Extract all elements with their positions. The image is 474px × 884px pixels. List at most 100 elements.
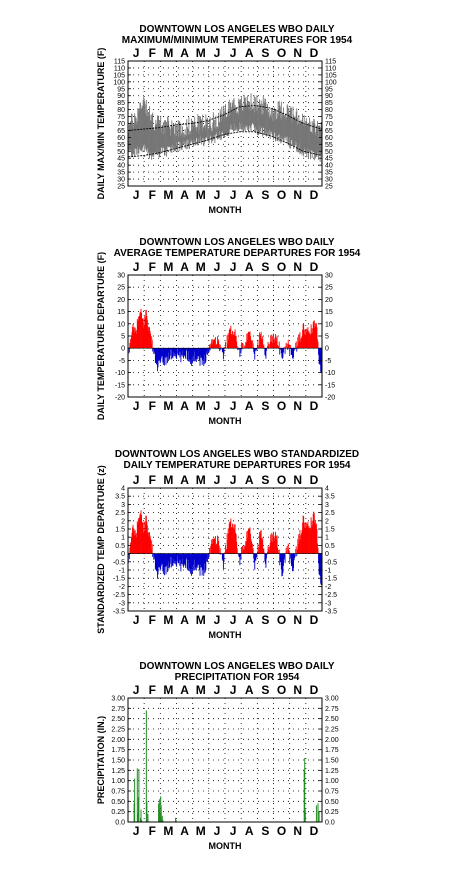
month-label-bottom: O bbox=[277, 824, 286, 838]
y-tick-label-left: 65 bbox=[117, 128, 125, 135]
y-tick-label-right: 1.75 bbox=[325, 747, 339, 754]
y-tick-label-left: 50 bbox=[117, 149, 125, 156]
chart-departures-svg: -20 -20 -15 -15 -10 -10 -5 -5 0 0 5 5 10 10 15 15 20 20 25… bbox=[96, 252, 335, 426]
y-tick-label-right: 2.5 bbox=[325, 510, 335, 517]
y-tick-label-left: 40 bbox=[117, 163, 125, 170]
month-label-top: M bbox=[196, 260, 206, 274]
month-label-bottom: D bbox=[310, 188, 319, 202]
y-tick-label-left: 3.5 bbox=[115, 494, 125, 501]
x-axis-title: MONTH bbox=[209, 205, 242, 215]
month-label-top: N bbox=[293, 473, 302, 487]
chart-title-line2: DAILY TEMPERATURE DEPARTURES FOR 1954 bbox=[123, 460, 351, 471]
month-label-bottom: J bbox=[230, 399, 237, 413]
y-tick-label-right: 30 bbox=[325, 273, 333, 280]
month-label-top: J bbox=[133, 260, 140, 274]
month-label-bottom: J bbox=[230, 824, 237, 838]
y-tick-label-right: 90 bbox=[325, 93, 333, 100]
y-tick-label-right: 115 bbox=[325, 59, 336, 66]
month-label-bottom: A bbox=[180, 613, 189, 627]
month-label-bottom: A bbox=[245, 399, 254, 413]
month-label-top: A bbox=[180, 683, 189, 697]
month-label-bottom: J bbox=[133, 188, 140, 202]
month-label-top: J bbox=[230, 473, 237, 487]
y-tick-label-right: 2.25 bbox=[325, 727, 339, 734]
month-label-bottom: F bbox=[149, 824, 156, 838]
y-tick-label-right: 0.0 bbox=[325, 820, 335, 827]
y-tick-label-right: -10 bbox=[325, 370, 335, 377]
y-tick-label-right: 2 bbox=[325, 518, 329, 525]
y-tick-label-left: 4 bbox=[121, 486, 125, 493]
month-label-bottom: D bbox=[310, 613, 319, 627]
y-tick-label-left: 30 bbox=[117, 177, 125, 184]
y-tick-label-left: 1.75 bbox=[111, 747, 125, 754]
y-tick-label-right: 1 bbox=[325, 535, 329, 542]
month-label-top: N bbox=[293, 683, 302, 697]
y-tick-label-left: 60 bbox=[117, 135, 125, 142]
chart-title: DOWNTOWN LOS ANGELES WBO STANDARDIZED DA… bbox=[0, 449, 474, 471]
y-tick-label-left: 3.00 bbox=[111, 696, 125, 703]
y-tick-label-left: 1.00 bbox=[111, 778, 125, 785]
y-tick-label-left: 10 bbox=[117, 321, 125, 328]
plot-border bbox=[127, 697, 323, 823]
month-label-top: J bbox=[133, 46, 140, 60]
y-tick-label-right: 95 bbox=[325, 86, 333, 93]
month-label-bottom: D bbox=[310, 824, 319, 838]
y-tick-label-left: -2 bbox=[119, 584, 125, 591]
month-label-bottom: F bbox=[149, 399, 156, 413]
month-label-bottom: F bbox=[149, 188, 156, 202]
y-tick-label-right: 4 bbox=[325, 486, 329, 493]
y-tick-label-right: 2.00 bbox=[325, 737, 339, 744]
month-label-bottom: S bbox=[261, 399, 269, 413]
y-tick-label-right: 105 bbox=[325, 72, 337, 79]
y-tick-label-left: 20 bbox=[117, 297, 125, 304]
y-tick-label-left: 80 bbox=[117, 107, 125, 114]
month-label-bottom: J bbox=[133, 824, 140, 838]
y-tick-label-right: 75 bbox=[325, 114, 333, 121]
chart-title-line1: DOWNTOWN LOS ANGELES WBO STANDARDIZED bbox=[114, 449, 360, 460]
y-tick-label-left: 45 bbox=[117, 156, 125, 163]
y-tick-label-right: 100 bbox=[325, 79, 337, 86]
y-tick-label-left: 35 bbox=[117, 170, 125, 177]
month-label-top: M bbox=[163, 473, 173, 487]
y-tick-label-right: 110 bbox=[325, 65, 336, 72]
y-tick-label-right: 85 bbox=[325, 100, 333, 107]
chart-title: DOWNTOWN LOS ANGELES WBO DAILY PRECIPITA… bbox=[0, 661, 474, 683]
y-tick-label-left: -1 bbox=[119, 568, 125, 575]
month-label-top: S bbox=[261, 260, 269, 274]
y-tick-label-left: 2 bbox=[121, 518, 125, 525]
month-label-top: F bbox=[149, 260, 156, 274]
y-tick-label-right: 0.50 bbox=[325, 799, 339, 806]
y-tick-label-right: 0.75 bbox=[325, 789, 339, 796]
y-tick-label-right: -0.5 bbox=[325, 559, 337, 566]
y-tick-label-left: 0.5 bbox=[115, 543, 125, 550]
month-label-bottom: J bbox=[214, 399, 221, 413]
month-label-top: J bbox=[214, 46, 221, 60]
chart-title-line1: DOWNTOWN LOS ANGELES WBO DAILY bbox=[139, 237, 335, 248]
y-tick-label-left: 2.50 bbox=[111, 716, 125, 723]
y-tick-label-right: 0 bbox=[325, 551, 329, 558]
y-tick-label-left: 0.25 bbox=[111, 809, 125, 816]
y-tick-label-right: 80 bbox=[325, 107, 333, 114]
y-tick-label-left: 1.5 bbox=[115, 527, 125, 534]
y-tick-label-right: 35 bbox=[325, 170, 333, 177]
y-tick-label-right: -2.5 bbox=[325, 592, 337, 599]
month-label-bottom: A bbox=[245, 613, 254, 627]
y-tick-label-left: 55 bbox=[117, 142, 125, 149]
y-tick-label-right: 1.25 bbox=[325, 768, 339, 775]
month-label-top: A bbox=[245, 260, 254, 274]
month-label-bottom: A bbox=[180, 824, 189, 838]
y-tick-label-left: 2.75 bbox=[111, 706, 125, 713]
y-tick-label-right: -15 bbox=[325, 382, 335, 389]
month-label-bottom: S bbox=[261, 613, 269, 627]
month-label-top: F bbox=[149, 473, 156, 487]
y-tick-label-right: 3 bbox=[325, 502, 329, 509]
month-label-top: F bbox=[149, 683, 156, 697]
y-tick-label-left: 0.50 bbox=[111, 799, 125, 806]
month-label-top: A bbox=[180, 473, 189, 487]
month-label-bottom: J bbox=[230, 613, 237, 627]
month-label-top: D bbox=[310, 683, 319, 697]
x-axis-title: MONTH bbox=[209, 841, 242, 851]
plot-area bbox=[127, 275, 323, 397]
